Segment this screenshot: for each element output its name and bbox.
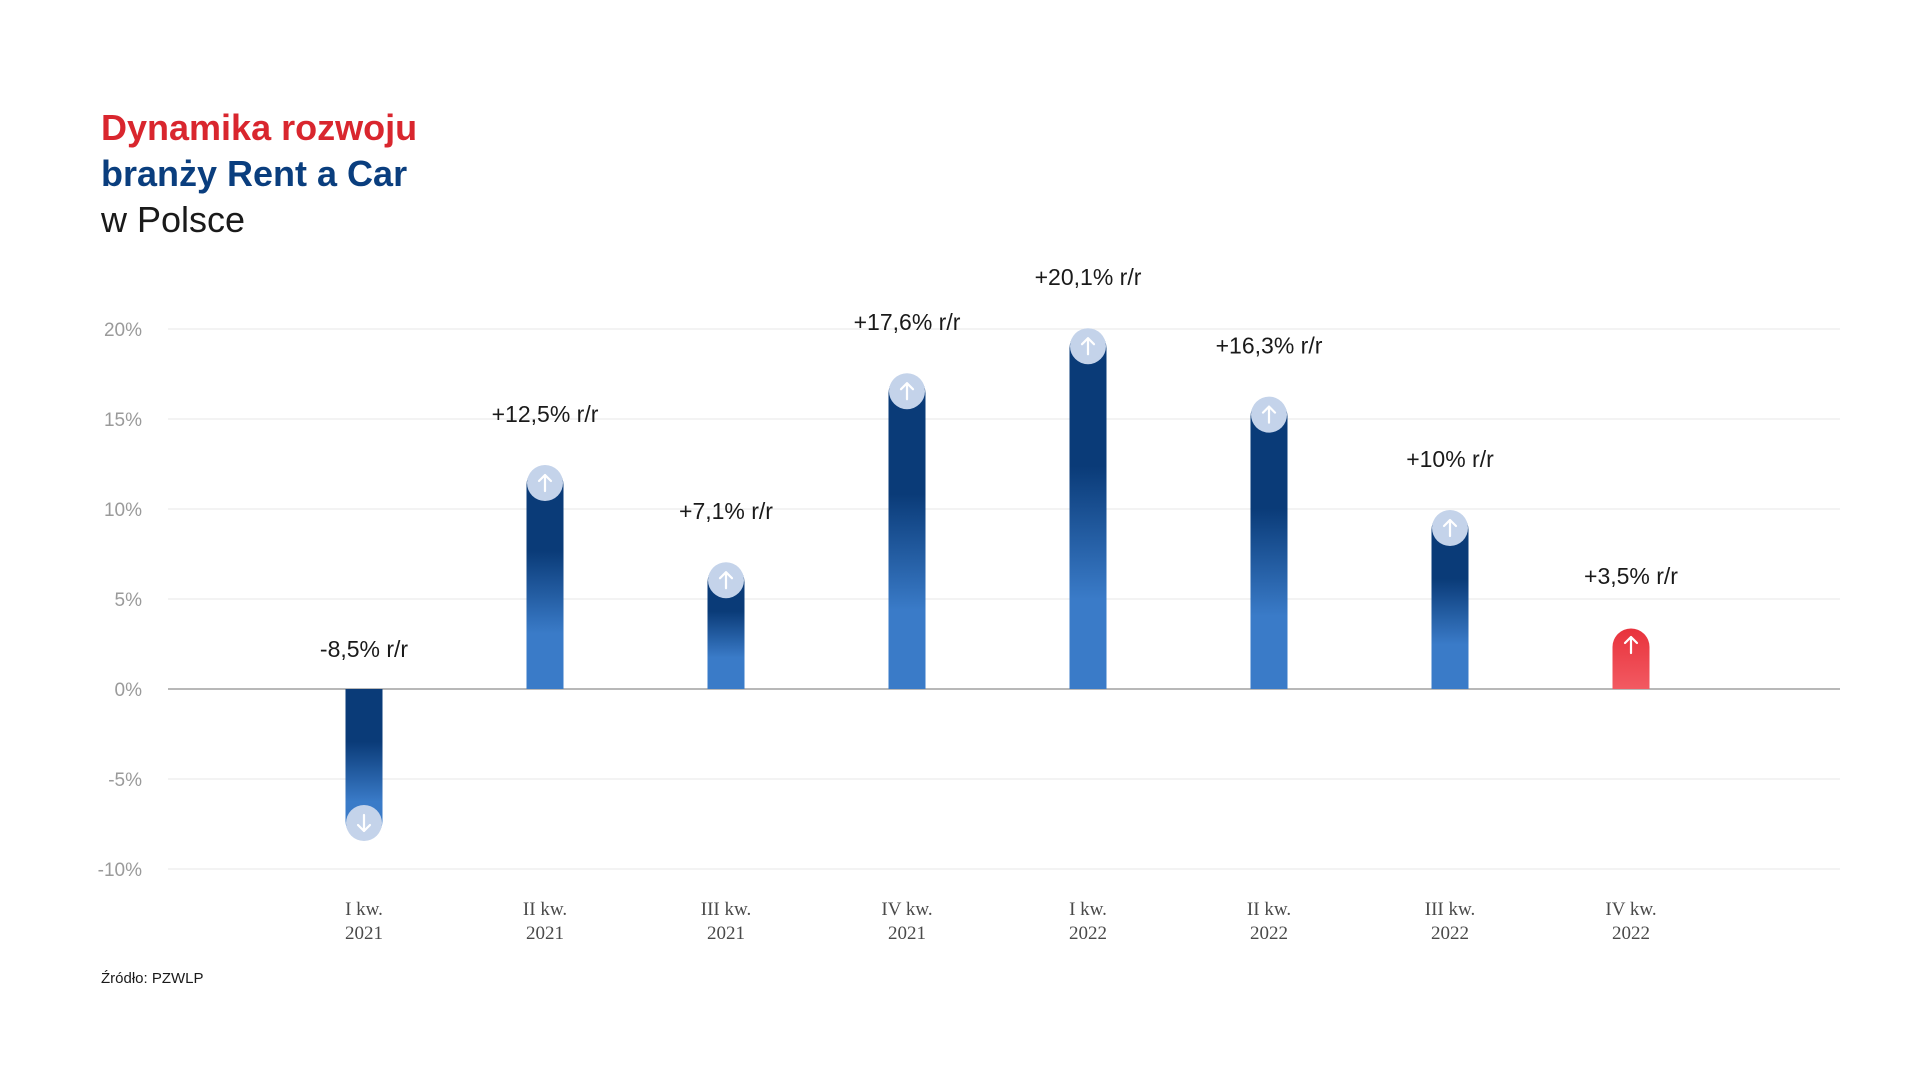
- y-tick-label: 20%: [104, 320, 142, 341]
- x-tick-label-quarter: III kw.: [1425, 899, 1475, 920]
- x-tick-label-year: 2022: [1431, 923, 1469, 944]
- title-line-3: w Polsce: [101, 199, 246, 240]
- title-line-2: branży Rent a Car: [101, 153, 408, 194]
- bar: [1431, 511, 1469, 689]
- bar-group: [888, 373, 926, 689]
- title-line-1: Dynamika rozwoju: [101, 107, 418, 148]
- arrow-up-icon: [1442, 518, 1458, 538]
- data-label: +16,3% r/r: [1216, 333, 1323, 359]
- y-tick-label: 5%: [115, 590, 143, 611]
- data-label: +7,1% r/r: [679, 498, 773, 524]
- arrow-up-icon: [899, 382, 915, 401]
- arrow-up-icon: [1623, 635, 1639, 655]
- chart-title: Dynamika rozwoju branży Rent a Car w Pol…: [101, 105, 417, 243]
- data-label: +12,5% r/r: [492, 401, 599, 427]
- bar-group: [1250, 396, 1288, 689]
- data-label: +10% r/r: [1406, 446, 1494, 472]
- y-tick-label: -10%: [98, 860, 142, 881]
- x-tick-label-quarter: II kw.: [1247, 899, 1291, 920]
- bar: [888, 374, 926, 689]
- data-label: +17,6% r/r: [854, 309, 961, 335]
- x-tick-label-year: 2021: [707, 923, 745, 944]
- x-tick-label-quarter: II kw.: [523, 899, 567, 920]
- data-label: +20,1% r/r: [1035, 264, 1142, 290]
- bar-group: [345, 689, 383, 841]
- x-tick-label-quarter: IV kw.: [881, 899, 932, 920]
- x-tick-label-quarter: I kw.: [345, 899, 383, 920]
- bar: [1612, 628, 1650, 689]
- data-label: +3,5% r/r: [1584, 563, 1678, 589]
- bar: [526, 466, 564, 689]
- bar: [345, 689, 383, 840]
- y-tick-label: 15%: [104, 410, 142, 431]
- x-tick-label-year: 2022: [1069, 923, 1107, 944]
- bar-group: [1069, 328, 1107, 689]
- x-tick-label-quarter: III kw.: [701, 899, 751, 920]
- x-tick-label-quarter: IV kw.: [1605, 899, 1656, 920]
- arrow-up-icon: [1080, 337, 1096, 356]
- data-label: -8,5% r/r: [320, 636, 409, 662]
- bar: [1250, 398, 1288, 689]
- y-tick-label: 0%: [115, 680, 143, 701]
- arrow-up-icon: [718, 571, 734, 590]
- arrow-up-icon: [1261, 405, 1277, 424]
- arrow-down-icon: [356, 813, 372, 833]
- x-tick-label-year: 2021: [345, 923, 383, 944]
- source-note: Źródło: PZWLP: [101, 970, 204, 987]
- x-tick-label-year: 2021: [526, 923, 564, 944]
- bar-group: [1431, 510, 1469, 689]
- x-tick-label-year: 2021: [888, 923, 926, 944]
- y-tick-label: 10%: [104, 500, 142, 521]
- bar: [1069, 329, 1107, 689]
- x-tick-label-year: 2022: [1612, 923, 1650, 944]
- x-tick-label-quarter: I kw.: [1069, 899, 1107, 920]
- arrow-up-icon: [537, 473, 553, 493]
- bar-group: [707, 562, 745, 689]
- bar-group: [1612, 628, 1650, 689]
- x-tick-label-year: 2022: [1250, 923, 1288, 944]
- bar-group: [526, 465, 564, 689]
- y-tick-label: -5%: [108, 770, 142, 791]
